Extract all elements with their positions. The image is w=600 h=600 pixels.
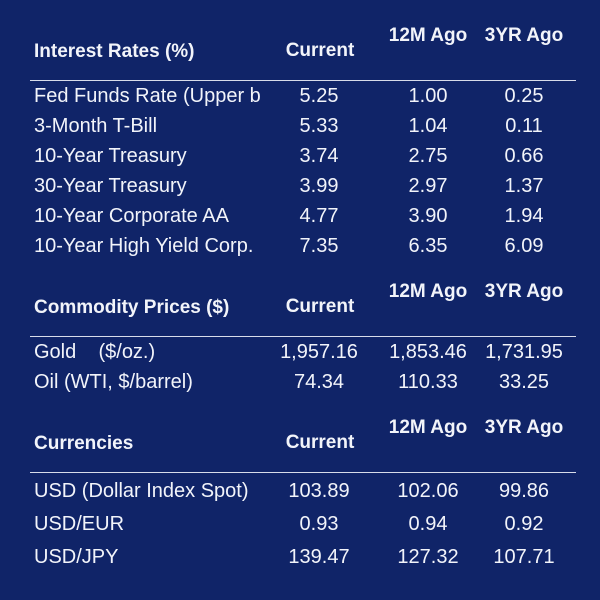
section-title: Interest Rates (%) bbox=[34, 41, 195, 62]
row-label: Fed Funds Rate (Upper b bbox=[34, 85, 261, 107]
row-label: 10-Year High Yield Corp. bbox=[34, 235, 254, 257]
current-value: 0.93 bbox=[299, 513, 339, 535]
12m-ago-value: 2.75 bbox=[408, 145, 448, 167]
currencies-header: Currencies Current 12M Ago 3YR Ago bbox=[30, 414, 576, 473]
current-value: 3.99 bbox=[299, 175, 339, 197]
col-3yr-header: 3YR Ago bbox=[484, 417, 564, 438]
table-row: 10-Year Corporate AA 4.77 3.90 1.94 bbox=[30, 201, 576, 231]
table-row: 3-Month T-Bill 5.33 1.04 0.11 bbox=[30, 111, 576, 141]
3yr-ago-value: 1.94 bbox=[504, 205, 544, 227]
3yr-ago-value: 33.25 bbox=[498, 371, 550, 393]
3yr-ago-value: 1.37 bbox=[504, 175, 544, 197]
col-current-header: Current bbox=[285, 40, 355, 61]
section-title: Currencies bbox=[34, 433, 134, 454]
col-12m-header: 12M Ago bbox=[388, 25, 468, 46]
3yr-ago-value: 107.71 bbox=[493, 546, 555, 568]
interest-rates-section: Interest Rates (%) Current 12M Ago 3YR A… bbox=[30, 22, 576, 261]
12m-ago-value: 3.90 bbox=[408, 205, 448, 227]
col-3yr-header: 3YR Ago bbox=[484, 281, 564, 302]
3yr-ago-value: 0.25 bbox=[504, 85, 544, 107]
12m-ago-value: 110.33 bbox=[398, 371, 458, 393]
table-row: Gold ($/oz.) 1,957.16 1,853.46 1,731.95 bbox=[30, 337, 576, 367]
interest-rates-rows: Fed Funds Rate (Upper b 5.25 1.00 0.25 3… bbox=[30, 81, 576, 261]
12m-ago-value: 1,853.46 bbox=[389, 341, 467, 363]
commodity-prices-header: Commodity Prices ($) Current 12M Ago 3YR… bbox=[30, 278, 576, 337]
row-label: 30-Year Treasury bbox=[34, 175, 187, 197]
table-row: Oil (WTI, $/barrel) 74.34 110.33 33.25 bbox=[30, 367, 576, 397]
row-label: Gold ($/oz.) bbox=[34, 341, 156, 363]
table-row: 10-Year High Yield Corp. 7.35 6.35 6.09 bbox=[30, 231, 576, 261]
current-value: 139.47 bbox=[288, 546, 350, 568]
current-value: 74.34 bbox=[293, 371, 345, 393]
row-label: 10-Year Treasury bbox=[34, 145, 187, 167]
current-value: 1,957.16 bbox=[280, 341, 358, 363]
12m-ago-value: 102.06 bbox=[397, 480, 459, 502]
interest-rates-header: Interest Rates (%) Current 12M Ago 3YR A… bbox=[30, 22, 576, 81]
3yr-ago-value: 0.11 bbox=[505, 115, 543, 137]
current-value: 3.74 bbox=[299, 145, 339, 167]
3yr-ago-value: 1,731.95 bbox=[485, 341, 563, 363]
current-value: 5.25 bbox=[299, 85, 339, 107]
row-label: Oil (WTI, $/barrel) bbox=[34, 371, 193, 393]
row-label: USD (Dollar Index Spot) bbox=[34, 480, 249, 502]
col-3yr-header: 3YR Ago bbox=[484, 25, 564, 46]
row-label: USD/JPY bbox=[34, 546, 119, 568]
col-current-header: Current bbox=[285, 296, 355, 317]
current-value: 7.35 bbox=[299, 235, 339, 257]
current-value: 103.89 bbox=[288, 480, 350, 502]
12m-ago-value: 6.35 bbox=[408, 235, 448, 257]
table-row: USD/JPY 139.47 127.32 107.71 bbox=[30, 541, 576, 574]
currencies-section: Currencies Current 12M Ago 3YR Ago USD (… bbox=[30, 414, 576, 574]
12m-ago-value: 1.00 bbox=[408, 85, 448, 107]
col-12m-header: 12M Ago bbox=[388, 281, 468, 302]
current-value: 4.77 bbox=[299, 205, 339, 227]
3yr-ago-value: 0.66 bbox=[504, 145, 544, 167]
3yr-ago-value: 99.86 bbox=[498, 480, 550, 502]
table-row: USD (Dollar Index Spot) 103.89 102.06 99… bbox=[30, 475, 576, 508]
3yr-ago-value: 6.09 bbox=[504, 235, 544, 257]
3yr-ago-value: 0.92 bbox=[504, 513, 544, 535]
currencies-rows: USD (Dollar Index Spot) 103.89 102.06 99… bbox=[30, 473, 576, 574]
12m-ago-value: 0.94 bbox=[408, 513, 448, 535]
row-label: 10-Year Corporate AA bbox=[34, 205, 229, 227]
commodity-prices-section: Commodity Prices ($) Current 12M Ago 3YR… bbox=[30, 278, 576, 397]
col-current-header: Current bbox=[285, 432, 355, 453]
table-row: Fed Funds Rate (Upper b 5.25 1.00 0.25 bbox=[30, 81, 576, 111]
12m-ago-value: 2.97 bbox=[408, 175, 448, 197]
table-row: USD/EUR 0.93 0.94 0.92 bbox=[30, 508, 576, 541]
row-label: 3-Month T-Bill bbox=[34, 115, 158, 137]
table-row: 30-Year Treasury 3.99 2.97 1.37 bbox=[30, 171, 576, 201]
12m-ago-value: 1.04 bbox=[408, 115, 448, 137]
current-value: 5.33 bbox=[299, 115, 339, 137]
table-row: 10-Year Treasury 3.74 2.75 0.66 bbox=[30, 141, 576, 171]
12m-ago-value: 127.32 bbox=[397, 546, 459, 568]
section-title: Commodity Prices ($) bbox=[34, 297, 230, 318]
commodity-prices-rows: Gold ($/oz.) 1,957.16 1,853.46 1,731.95 … bbox=[30, 337, 576, 397]
row-label: USD/EUR bbox=[34, 513, 125, 535]
col-12m-header: 12M Ago bbox=[388, 417, 468, 438]
